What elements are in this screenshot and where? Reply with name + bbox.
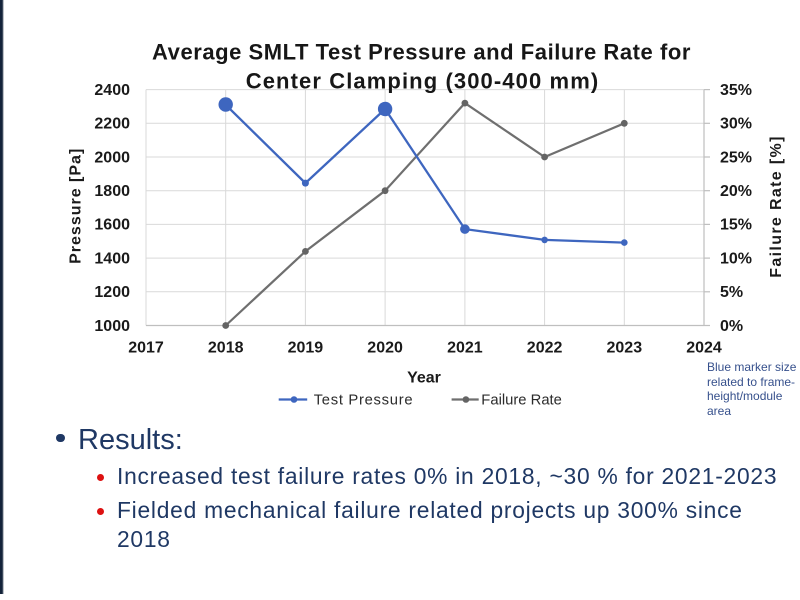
- svg-text:Year: Year: [407, 370, 441, 387]
- svg-text:2023: 2023: [607, 340, 643, 357]
- svg-text:2019: 2019: [288, 340, 324, 357]
- svg-text:Average SMLT Test Pressure and: Average SMLT Test Pressure and Failure R…: [152, 40, 691, 65]
- svg-text:Pressure [Pa]: Pressure [Pa]: [67, 148, 84, 264]
- svg-text:1200: 1200: [94, 284, 130, 301]
- svg-text:25%: 25%: [720, 149, 752, 166]
- svg-text:Failure Rate [%]: Failure Rate [%]: [768, 135, 785, 278]
- svg-text:1600: 1600: [94, 217, 130, 234]
- svg-text:2021: 2021: [447, 340, 483, 357]
- svg-text:1000: 1000: [94, 318, 130, 335]
- svg-text:Center Clamping (300-400 mm): Center Clamping (300-400 mm): [246, 69, 600, 94]
- svg-text:2017: 2017: [128, 340, 164, 357]
- svg-text:2400: 2400: [94, 82, 130, 99]
- svg-text:15%: 15%: [720, 217, 752, 234]
- svg-text:2024: 2024: [686, 340, 722, 357]
- svg-text:10%: 10%: [720, 250, 752, 267]
- svg-text:2018: 2018: [208, 340, 244, 357]
- svg-text:5%: 5%: [720, 284, 743, 301]
- svg-text:Test Pressure: Test Pressure: [314, 392, 414, 408]
- svg-text:1800: 1800: [94, 183, 130, 200]
- svg-text:30%: 30%: [720, 116, 752, 133]
- svg-text:0%: 0%: [720, 318, 743, 335]
- svg-text:Failure Rate: Failure Rate: [481, 392, 562, 408]
- svg-text:2020: 2020: [367, 340, 403, 357]
- svg-text:1400: 1400: [94, 250, 130, 267]
- svg-text:35%: 35%: [720, 82, 752, 99]
- svg-text:20%: 20%: [720, 183, 752, 200]
- svg-text:2022: 2022: [527, 340, 563, 357]
- svg-text:2000: 2000: [94, 149, 130, 166]
- svg-text:2200: 2200: [94, 116, 130, 133]
